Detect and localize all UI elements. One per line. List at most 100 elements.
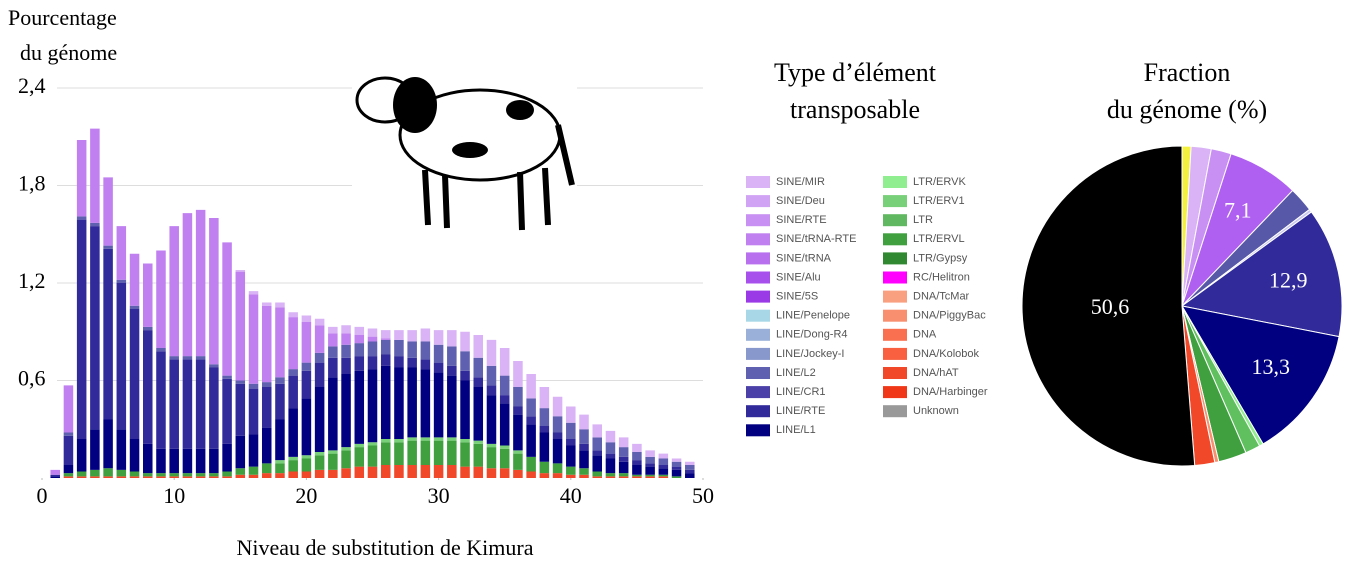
bar-segment bbox=[275, 307, 285, 378]
bar-segment bbox=[420, 369, 431, 438]
legend-swatch bbox=[746, 424, 770, 437]
bar-segment bbox=[367, 466, 378, 478]
bar-segment bbox=[420, 359, 431, 370]
bar-segment bbox=[539, 426, 550, 433]
bar-segment bbox=[314, 325, 325, 353]
bar-segment bbox=[394, 442, 404, 465]
bar-segment bbox=[90, 469, 100, 477]
bar-segment bbox=[116, 476, 127, 478]
legend-swatch bbox=[883, 214, 907, 227]
bar-segment bbox=[156, 250, 166, 348]
bar-segment bbox=[156, 351, 166, 449]
bar-segment bbox=[143, 330, 153, 444]
bar-segment bbox=[420, 328, 431, 342]
bar-segment bbox=[433, 440, 444, 465]
bar-segment bbox=[632, 443, 642, 452]
bar-segment bbox=[526, 471, 536, 478]
bar-segment bbox=[539, 461, 550, 474]
bar-segment bbox=[407, 465, 417, 478]
bar-segment bbox=[275, 419, 285, 461]
bar-segment bbox=[275, 460, 285, 464]
bar-segment bbox=[341, 450, 351, 469]
bar-segment bbox=[645, 456, 655, 464]
bar-segment bbox=[341, 374, 351, 448]
bar-segment bbox=[301, 362, 312, 371]
bar-segment bbox=[645, 463, 655, 467]
legend-swatch bbox=[746, 386, 770, 399]
bar-segment bbox=[116, 279, 127, 283]
bar-segment bbox=[499, 445, 510, 449]
bar-segment bbox=[539, 473, 550, 478]
bar-segment bbox=[605, 476, 616, 478]
bar-segment bbox=[248, 291, 259, 295]
bar-segment bbox=[552, 396, 563, 417]
bar-segment bbox=[195, 359, 206, 449]
legend-label: LTR/Gypsy bbox=[913, 252, 968, 264]
bar-segment bbox=[143, 473, 153, 477]
bar-segment bbox=[632, 465, 642, 475]
legend-label: LINE/L2 bbox=[776, 367, 816, 379]
bar-segment bbox=[460, 370, 470, 381]
bar-segment bbox=[473, 440, 484, 444]
bar-segment bbox=[473, 357, 484, 378]
bar-segment bbox=[473, 335, 484, 358]
bar-segment bbox=[63, 473, 74, 477]
bar-segment bbox=[685, 469, 695, 474]
bar-segment bbox=[460, 331, 470, 352]
bar-segment bbox=[76, 219, 87, 439]
bar-segment bbox=[460, 466, 470, 478]
bar-segment bbox=[658, 468, 669, 475]
bar-segment bbox=[103, 468, 113, 477]
legend-swatch bbox=[883, 309, 907, 322]
bar-segment bbox=[579, 474, 589, 478]
bar-segment bbox=[380, 365, 391, 439]
legend-swatch bbox=[883, 195, 907, 208]
bar-segment bbox=[354, 356, 365, 371]
bar-segment bbox=[103, 177, 113, 246]
legend-swatch bbox=[746, 271, 770, 284]
y-axis-label: du génome bbox=[20, 40, 117, 65]
bar-segment bbox=[195, 356, 206, 360]
bar-segment bbox=[618, 437, 629, 448]
bar-segment bbox=[275, 377, 285, 384]
bar-segment bbox=[116, 469, 127, 477]
bar-segment bbox=[513, 450, 523, 454]
bar-segment bbox=[513, 414, 523, 451]
bar-segment bbox=[526, 456, 536, 472]
legend-label: DNA/PiggyBac bbox=[913, 310, 986, 322]
legend-swatch bbox=[746, 347, 770, 360]
legend-swatch bbox=[883, 328, 907, 341]
bar-segment bbox=[314, 452, 325, 456]
bar-segment bbox=[341, 447, 351, 451]
legend-swatch bbox=[883, 252, 907, 265]
bar-segment bbox=[433, 344, 444, 363]
bar-segment bbox=[182, 476, 193, 478]
pie-value-label: 50,6 bbox=[1091, 294, 1130, 319]
legend-label: DNA/TcMar bbox=[913, 291, 970, 303]
y-axis-label: Pourcentage bbox=[8, 5, 117, 30]
bar-segment bbox=[90, 476, 100, 478]
bar-segment bbox=[394, 330, 404, 340]
bar-segment bbox=[433, 465, 444, 478]
bar-segment bbox=[261, 387, 272, 428]
bar-segment bbox=[526, 398, 536, 417]
bar-segment bbox=[76, 476, 87, 478]
bar-segment bbox=[314, 387, 325, 452]
bar-segment bbox=[261, 473, 272, 478]
bar-segment bbox=[579, 443, 589, 451]
bar-segment bbox=[433, 372, 444, 438]
bar-segment bbox=[235, 474, 246, 478]
bar-segment bbox=[618, 447, 629, 457]
bar-segment bbox=[63, 476, 74, 478]
bar-segment bbox=[195, 448, 206, 474]
pie-slice bbox=[1021, 145, 1196, 467]
bar-segment bbox=[129, 476, 140, 478]
bar-segment bbox=[328, 450, 338, 454]
bar-segment bbox=[288, 312, 298, 318]
bar-segment bbox=[552, 473, 563, 478]
legend-swatch bbox=[746, 214, 770, 227]
bar-segment bbox=[566, 422, 576, 439]
bar-segment bbox=[579, 450, 589, 469]
bar-segment bbox=[248, 383, 259, 389]
bar-segment bbox=[566, 439, 576, 446]
